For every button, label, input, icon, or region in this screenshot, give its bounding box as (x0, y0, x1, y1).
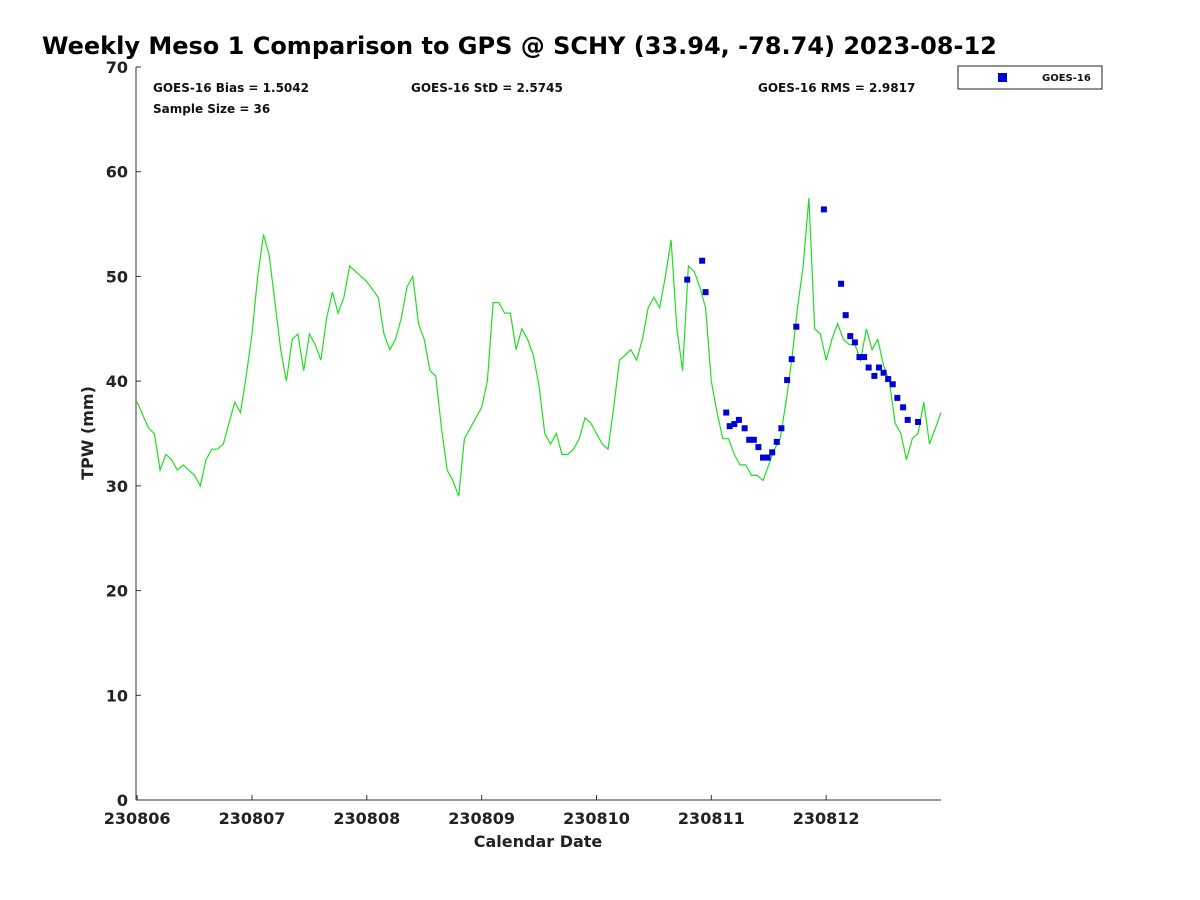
goes16-data-point (764, 454, 771, 461)
goes16-data-point (741, 425, 748, 432)
stat-std: GOES-16 StD = 2.5745 (411, 81, 563, 95)
goes16-data-point (865, 364, 872, 371)
goes16-data-point (842, 312, 849, 319)
goes16-data-point (856, 354, 863, 361)
goes16-data-point (773, 438, 780, 445)
x-tick-label: 230811 (678, 809, 745, 828)
y-tick-label: 30 (106, 477, 128, 496)
x-tick-label: 230809 (448, 809, 515, 828)
goes16-data-point (684, 276, 691, 283)
goes16-data-point (861, 354, 868, 361)
goes16-data-point (885, 376, 892, 383)
goes16-data-point (820, 206, 827, 213)
goes16-data-point (915, 418, 922, 425)
gps-tpw-line-series (136, 197, 942, 497)
plot-area (135, 67, 941, 801)
goes16-scatter-series (684, 206, 922, 461)
goes16-data-point (723, 409, 730, 416)
goes16-data-point (904, 416, 911, 423)
goes16-data-point (750, 436, 757, 443)
stat-bias: GOES-16 Bias = 1.5042 (153, 81, 309, 95)
goes16-data-point (699, 257, 706, 264)
y-tick-label: 40 (106, 372, 128, 391)
goes16-data-point (731, 421, 738, 428)
goes16-data-point (847, 333, 854, 340)
y-tick-label: 20 (106, 582, 128, 601)
y-tick-label: 60 (106, 163, 128, 182)
x-axis-ticks: 230806 230807 230808 230809 230810 230811 2308… (104, 795, 860, 828)
y-tick-label: 0 (117, 791, 128, 810)
stat-rms: GOES-16 RMS = 2.9817 (758, 81, 915, 95)
x-tick-label: 230812 (793, 809, 860, 828)
goes16-data-point (838, 280, 845, 287)
x-tick-label: 230806 (104, 809, 171, 828)
y-axis-label: TPW (mm) (78, 386, 97, 480)
goes16-data-point (788, 356, 795, 363)
goes16-data-point (889, 381, 896, 388)
y-tick-label: 50 (106, 267, 128, 286)
x-tick-label: 230810 (563, 809, 630, 828)
goes16-data-point (784, 377, 791, 384)
goes16-data-point (793, 323, 800, 330)
stat-sample-size: Sample Size = 36 (153, 102, 270, 116)
y-axis-ticks: 0 10 20 30 40 50 60 70 (106, 58, 141, 810)
gps-tpw-line (136, 197, 942, 497)
legend-box (957, 65, 1103, 90)
goes16-data-point (894, 394, 901, 401)
goes16-data-point (702, 289, 709, 296)
goes16-data-point (778, 425, 785, 432)
legend-label-goes16: GOES-16 (1042, 73, 1091, 84)
legend: GOES-16 (957, 65, 1103, 90)
goes16-data-point (875, 364, 882, 371)
y-tick-label: 10 (106, 686, 128, 705)
goes16-data-point (900, 404, 907, 411)
goes16-data-point (735, 416, 742, 423)
goes16-data-point (755, 444, 762, 451)
x-tick-label: 230808 (333, 809, 400, 828)
legend-marker-goes16 (998, 73, 1007, 82)
x-axis-label: Calendar Date (474, 832, 603, 851)
goes16-data-point (769, 449, 776, 456)
x-tick-label: 230807 (219, 809, 286, 828)
goes16-data-point (871, 372, 878, 379)
goes16-data-point (851, 339, 858, 346)
chart-title: Weekly Meso 1 Comparison to GPS @ SCHY (… (42, 32, 997, 60)
y-tick-label: 70 (106, 58, 128, 77)
goes16-data-point (726, 423, 733, 430)
goes16-data-point (746, 436, 753, 443)
goes16-data-point (880, 369, 887, 376)
goes16-data-point (760, 454, 767, 461)
